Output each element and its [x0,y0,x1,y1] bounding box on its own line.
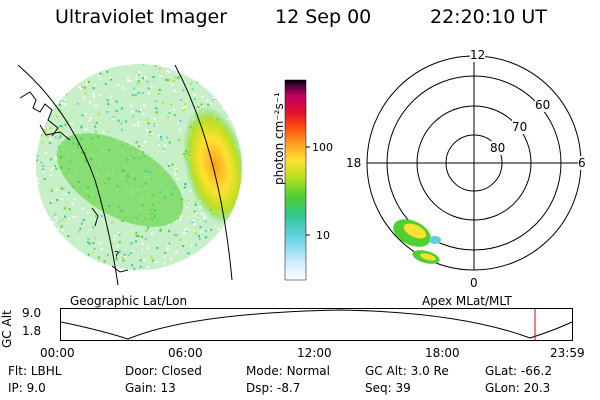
timeline-xtick-0000: 00:00 [40,346,75,360]
info-gc-alt: GC Alt: 3.0 Re [365,364,449,378]
mlt-label-6: 6 [578,156,586,170]
polar-aurora-blob [393,219,441,264]
polar-plot [366,55,582,271]
mlt-label-0: 0 [470,276,478,290]
info-dsp: Dsp: -8.7 [246,381,301,395]
map-grid-lines [17,64,233,286]
info-seq: Seq: 39 [365,381,411,395]
right-panel-caption: Apex MLat/MLT [422,294,512,308]
geographic-image: ? [17,64,242,286]
lat-label-80: 80 [490,141,506,155]
mlt-label-12: 12 [470,48,486,62]
mlt-label-18: 18 [346,156,362,170]
timeline-xtick-1800: 18:00 [425,346,460,360]
timeline-ylabel: GC Alt [0,310,14,348]
left-panel-caption: Geographic Lat/Lon [70,294,188,308]
altitude-timeline [60,308,573,341]
timeline-xtick-1200: 12:00 [297,346,332,360]
colorbar-tick-100: 100 [312,141,333,154]
map-mark: ? [114,250,119,261]
colorbar [284,79,310,281]
timeline-xtick-2359: 23:59 [550,346,585,360]
info-door: Door: Closed [125,364,202,378]
colorbar-tick-10: 10 [316,229,330,242]
info-glat: GLat: -66.2 [485,364,552,378]
info-mode: Mode: Normal [246,364,330,378]
info-glon: GLon: 20.3 [485,381,551,395]
timeline-ytick-1-8: 1.8 [22,324,42,338]
image-date: 12 Sep 00 [275,6,372,28]
lat-label-60: 60 [535,98,551,112]
info-ip: IP: 9.0 [8,381,46,395]
image-time: 22:20:10 UT [430,6,547,28]
aurora-image [36,64,242,270]
instrument-title: Ultraviolet Imager [55,6,228,28]
timeline-xtick-0600: 06:00 [168,346,203,360]
colorbar-unit-label: photon cm⁻²s⁻¹ [272,92,286,185]
info-gain: Gain: 13 [125,381,176,395]
lat-label-70: 70 [512,120,528,134]
info-flt: Flt: LBHL [8,364,62,378]
timeline-ytick-9: 9.0 [22,306,42,320]
